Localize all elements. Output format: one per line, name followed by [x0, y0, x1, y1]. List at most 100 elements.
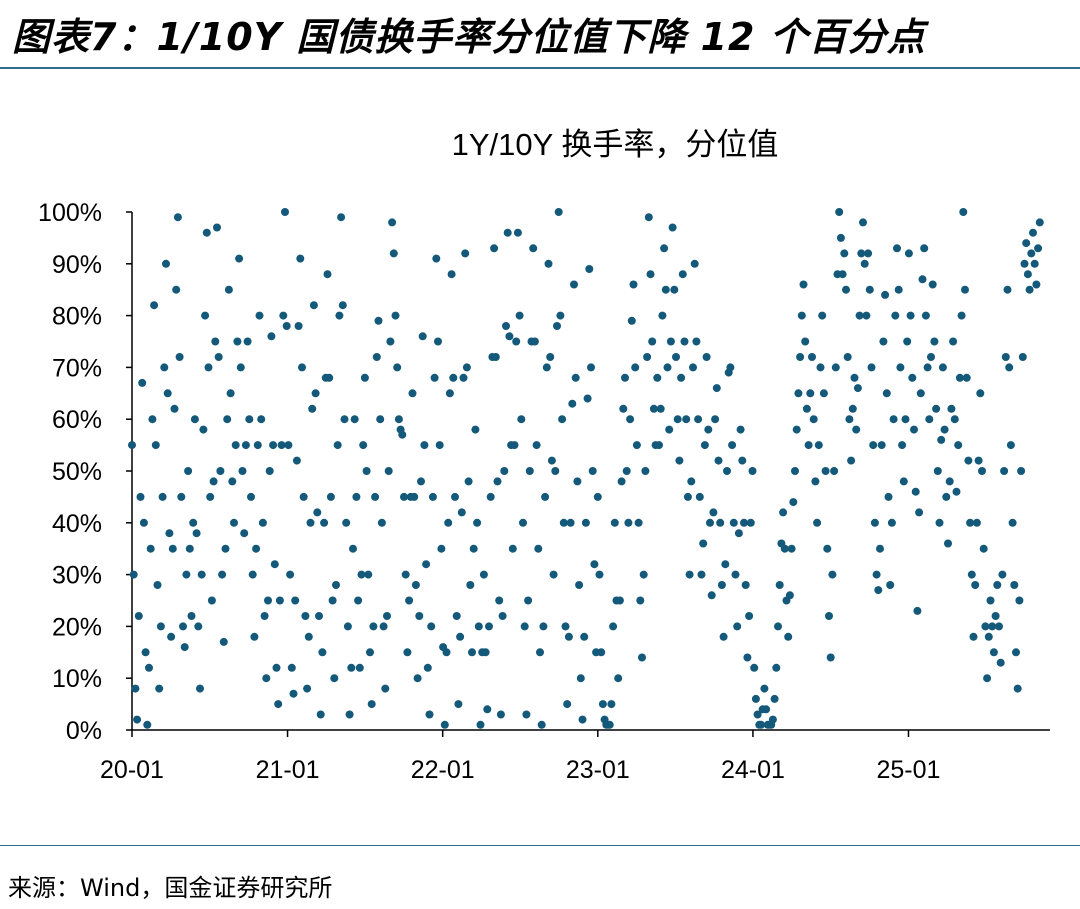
- data-point: [192, 529, 201, 538]
- data-point: [726, 363, 735, 372]
- data-point: [423, 663, 432, 672]
- data-point: [369, 622, 378, 631]
- data-point: [520, 622, 529, 631]
- data-point: [918, 275, 927, 284]
- data-point: [303, 684, 312, 693]
- data-point: [632, 441, 641, 450]
- data-point: [762, 705, 771, 714]
- data-point: [760, 684, 769, 693]
- data-point: [442, 648, 451, 657]
- data-point: [583, 394, 592, 403]
- data-point: [456, 632, 465, 641]
- x-tick-label: 21-01: [256, 756, 320, 784]
- data-point: [422, 560, 431, 569]
- data-point: [954, 441, 963, 450]
- data-point: [209, 477, 218, 486]
- data-point: [525, 467, 534, 475]
- data-point: [384, 467, 393, 475]
- data-point: [131, 684, 140, 693]
- data-point: [430, 373, 439, 382]
- data-point: [313, 508, 322, 517]
- data-point: [995, 622, 1003, 631]
- x-tick-label: 20-01: [100, 756, 164, 784]
- data-point: [830, 467, 839, 475]
- data-point: [993, 581, 1002, 589]
- y-tick-label: 60%: [52, 406, 102, 434]
- data-point: [976, 389, 985, 398]
- data-point: [899, 477, 908, 486]
- data-point: [265, 467, 274, 475]
- data-point: [350, 415, 359, 424]
- data-point: [741, 581, 750, 589]
- data-point: [609, 622, 618, 631]
- data-point: [680, 337, 689, 346]
- data-point: [546, 353, 555, 361]
- data-point: [444, 518, 453, 527]
- data-point: [371, 492, 380, 501]
- data-point: [850, 373, 859, 382]
- data-point: [882, 389, 891, 398]
- data-point: [541, 492, 550, 501]
- data-point: [972, 518, 981, 527]
- data-point: [874, 586, 883, 595]
- data-point: [493, 477, 502, 486]
- data-point: [1015, 596, 1024, 605]
- data-point: [753, 710, 762, 719]
- data-point: [626, 415, 635, 424]
- data-point: [622, 467, 631, 475]
- data-point: [468, 648, 476, 657]
- data-point: [605, 720, 614, 729]
- data-point: [454, 700, 463, 709]
- data-point: [512, 337, 521, 346]
- data-point: [629, 280, 638, 289]
- data-point: [561, 622, 570, 631]
- data-point: [311, 389, 320, 398]
- data-point: [933, 467, 942, 475]
- data-point: [328, 596, 337, 605]
- data-point: [150, 301, 159, 310]
- data-point: [139, 518, 148, 527]
- data-point: [556, 311, 565, 320]
- data-point: [984, 632, 993, 641]
- data-point: [631, 363, 640, 372]
- data-point: [503, 228, 512, 237]
- data-point: [214, 353, 223, 361]
- data-point: [440, 720, 449, 729]
- data-point: [1027, 249, 1036, 258]
- data-point: [950, 415, 959, 424]
- data-point: [825, 612, 833, 620]
- data-point: [955, 373, 964, 382]
- data-point: [219, 637, 228, 646]
- data-point: [1030, 259, 1039, 268]
- data-point: [857, 249, 866, 258]
- data-point: [1010, 581, 1019, 589]
- data-point: [925, 415, 934, 424]
- data-point: [235, 254, 244, 263]
- data-point: [855, 311, 864, 320]
- data-point: [697, 570, 706, 579]
- x-tick-label: 24-01: [721, 756, 785, 784]
- data-point: [522, 710, 531, 719]
- data-point: [347, 663, 356, 672]
- data-point: [745, 612, 754, 620]
- data-point: [915, 508, 924, 517]
- y-tick-label: 30%: [52, 562, 102, 590]
- data-point: [391, 311, 400, 320]
- data-point: [1018, 353, 1027, 361]
- data-point: [179, 622, 187, 631]
- data-point: [610, 518, 619, 527]
- data-point: [678, 270, 687, 279]
- data-point: [607, 700, 616, 709]
- data-point: [355, 663, 364, 672]
- data-point: [342, 518, 351, 527]
- data-point: [988, 622, 997, 631]
- data-point: [952, 487, 961, 496]
- data-point: [286, 570, 295, 579]
- data-point: [717, 581, 726, 589]
- data-point: [734, 529, 743, 538]
- data-point: [418, 332, 427, 341]
- x-tick-label: 22-01: [411, 756, 475, 784]
- data-point: [801, 337, 810, 346]
- data-point: [167, 632, 176, 641]
- data-point: [719, 632, 728, 641]
